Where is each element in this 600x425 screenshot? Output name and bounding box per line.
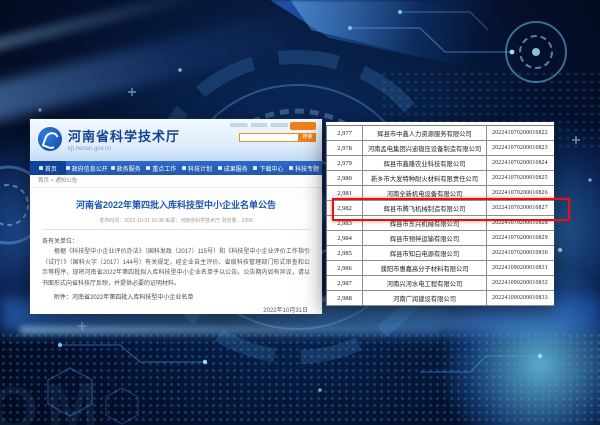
- cell-registration-no: 202241070200010825: [492, 175, 548, 181]
- article-meta: 发布时间：2022-10-31 16:38 来源：河南省科学技术厅 浏览量：23…: [99, 218, 253, 224]
- nav-item-2[interactable]: 政务服务: [108, 161, 144, 175]
- site-logo-icon: [38, 127, 62, 151]
- nav-item-5[interactable]: 成果服务: [215, 161, 251, 175]
- cell-number: 2,979: [327, 156, 363, 170]
- site-header: 河南省科学技术厅 kjt.henan.gov.cn 搜索: [30, 119, 322, 161]
- cell-registration-no: 202241070200010830: [492, 250, 548, 256]
- cell-number: 2,982: [327, 201, 363, 215]
- nav-item-7[interactable]: 科技专题: [286, 161, 322, 175]
- table-row: 2,988 河南广润建设有限公司 202241090200010833: [327, 291, 554, 306]
- cell-company-name: 河南广润建设有限公司: [363, 291, 487, 305]
- cell-number: 2,980: [327, 171, 363, 185]
- table-row: 2,980 新乡市大发特种耐火材料有限责任公司 202241070200010825: [327, 171, 554, 186]
- nav-item-1[interactable]: 政府信息公开: [65, 161, 108, 175]
- download-icon: [253, 166, 258, 170]
- info-disclosure-icon: [65, 166, 70, 170]
- breadcrumb[interactable]: 首页 > 通知公告: [30, 175, 322, 188]
- nav-item-label: 下载中心: [259, 166, 284, 173]
- light-band: [20, 326, 440, 334]
- cell-registration-no: 202241070200010822: [492, 130, 548, 136]
- table-row: 2,987 河南兴河水电工程有限公司 202241090200010832: [327, 276, 554, 291]
- plan-icon: [182, 166, 187, 170]
- cell-number: 2,988: [327, 291, 363, 305]
- company-table-screenshot: 2,977 辉县市中鑫人力资源服务有限公司 202241070200010822 2,…: [326, 122, 570, 306]
- cell-company-name: 河南孟电集团兴迪锻压设备制造有限公司: [363, 141, 487, 155]
- article-salutation: 各有关单位：: [42, 239, 79, 245]
- service-icon: [110, 166, 115, 170]
- table-row: 2,978 河南孟电集团兴迪锻压设备制造有限公司 20224107020001082…: [327, 141, 554, 156]
- home-icon: [38, 166, 43, 170]
- table-row: 2,979 辉县市鑫隆农业科技有限公司 202241070200010824: [327, 156, 554, 171]
- cell-number: 2,981: [327, 186, 363, 200]
- site-logo-row: 河南省科学技术厅 kjt.henan.gov.cn: [38, 126, 180, 152]
- light-streak: [0, 0, 208, 60]
- cell-registration-no: 202241090200010832: [492, 280, 548, 286]
- cell-registration-no: 202241070200010829: [492, 235, 548, 241]
- nav-item-label: 科技专题: [295, 166, 320, 173]
- nav-item-3[interactable]: 重点工作: [143, 161, 179, 175]
- article-body: 根据《科技型中小企业评价办法》（国科发政〔2017〕115号）和《科技型中小企业…: [42, 249, 310, 287]
- nav-item-label: 政务服务: [116, 166, 141, 173]
- site-url: kjt.henan.gov.cn: [68, 146, 112, 152]
- topbar-links[interactable]: [230, 123, 288, 127]
- cell-number: 2,978: [327, 141, 363, 155]
- article-date: 2022年10月31日: [263, 308, 308, 314]
- site-title: 河南省科学技术厅: [68, 129, 181, 144]
- table-row: 2,984 辉县市预拌运输有限公司 202241070200010829: [327, 231, 554, 246]
- cell-registration-no: 202241070200010824: [492, 160, 548, 166]
- cell-registration-no: 202241090200010833: [492, 295, 548, 301]
- halftone-dot-grid: [0, 332, 600, 425]
- table-row: 2,977 辉县市中鑫人力资源服务有限公司 202241070200010822: [327, 126, 554, 141]
- nav-item-4[interactable]: 科技计划: [179, 161, 215, 175]
- search-bar: 搜索: [239, 133, 316, 142]
- cell-company-name: 辉县市中鑫人力资源服务有限公司: [363, 126, 487, 140]
- cell-number: 2,977: [327, 126, 363, 140]
- main-nav: 首页 政府信息公开 政务服务 重点工作 科技计划 成果服务 下载中心 科技专题: [30, 161, 322, 175]
- nav-item-label: 科技计划: [188, 166, 213, 173]
- cell-number: 2,984: [327, 231, 363, 245]
- cell-number: 2,983: [327, 216, 363, 230]
- topic-icon: [289, 166, 294, 170]
- cell-company-name: 辉县市预拌运输有限公司: [363, 231, 487, 245]
- attachment-link[interactable]: 附件：河南省2022年第四批入库科技型中小企业名单: [54, 295, 194, 301]
- nav-item-label: 首页: [44, 166, 57, 173]
- nav-item-0[interactable]: 首页: [30, 161, 66, 175]
- search-button[interactable]: 搜索: [299, 133, 316, 142]
- divider: [42, 229, 310, 230]
- search-input[interactable]: [239, 133, 299, 142]
- glass-shard-decoration: [270, 0, 600, 95]
- light-streak: [0, 6, 309, 136]
- nav-item-label: 政府信息公开: [71, 166, 108, 173]
- table-row: 2,986 濮阳市惠嘉高分子材料有限公司 202241090200010831: [327, 261, 554, 276]
- article-title: 河南省2022年第四批入库科技型中小企业名单公告: [75, 200, 277, 210]
- cell-company-name: 新乡市大发特种耐火材料有限责任公司: [363, 171, 487, 185]
- highlight-box: [332, 198, 570, 221]
- table-row: 2,985 辉县市知白电源有限公司 202241070200010830: [327, 246, 554, 261]
- cell-registration-no: 202241070200010823: [492, 145, 548, 151]
- cell-company-name: 濮阳市惠嘉高分子材料有限公司: [363, 261, 487, 275]
- topbar-badge-button[interactable]: [290, 122, 316, 130]
- work-icon: [146, 166, 151, 170]
- announcement-article: 河南省2022年第四批入库科技型中小企业名单公告 发布时间：2022-10-31…: [30, 198, 322, 314]
- cell-registration-no: 202241090200010831: [492, 265, 548, 271]
- glass-shard-decoration: [290, 0, 470, 55]
- nav-item-label: 重点工作: [152, 166, 177, 173]
- watermark-fragment: OM: [0, 370, 108, 425]
- nav-item-6[interactable]: 下载中心: [251, 161, 287, 175]
- result-icon: [217, 166, 222, 170]
- site-identity: 河南省科学技术厅 kjt.henan.gov.cn: [68, 126, 180, 152]
- header-utilities: 搜索: [230, 122, 316, 142]
- gov-website-screenshot: 河南省科学技术厅 kjt.henan.gov.cn 搜索 首页 政府信息公开 政务服…: [30, 119, 322, 314]
- cell-company-name: 辉县市鑫隆农业科技有限公司: [363, 156, 487, 170]
- cell-company-name: 河南兴河水电工程有限公司: [363, 276, 487, 290]
- nav-item-label: 成果服务: [223, 166, 248, 173]
- cell-number: 2,986: [327, 261, 363, 275]
- cell-number: 2,985: [327, 246, 363, 260]
- cell-number: 2,987: [327, 276, 363, 290]
- cell-company-name: 辉县市知白电源有限公司: [363, 246, 487, 260]
